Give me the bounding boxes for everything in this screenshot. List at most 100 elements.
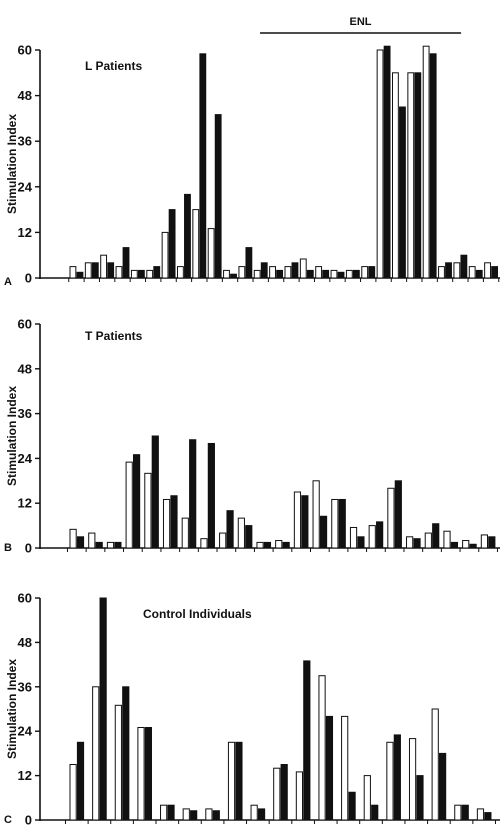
bar-open (250, 804, 258, 821)
bar-open (69, 528, 77, 549)
bar-filled (306, 269, 314, 279)
bar-open (137, 727, 145, 821)
bar-filled (122, 247, 130, 279)
bar-open (293, 491, 302, 549)
bar-open (161, 231, 169, 279)
bar-open (318, 675, 326, 821)
bar-filled (76, 741, 85, 821)
y-tick-label: 36 (18, 406, 32, 421)
bar-filled (322, 269, 330, 279)
bar-open (253, 269, 261, 279)
bar-filled (144, 727, 152, 821)
bar-open (238, 266, 246, 279)
y-tick-label: 48 (18, 361, 32, 376)
bar-open (368, 525, 376, 549)
y-tick-label: 12 (18, 225, 32, 240)
bar-filled (212, 810, 220, 821)
bar-open (192, 209, 200, 279)
panel-c: 0 12 24 36 48 60 Stimulation Index C Control Ind… (4, 591, 500, 826)
panel-letter: C (4, 814, 12, 826)
bar-filled (76, 536, 85, 549)
bar-open (315, 266, 323, 279)
bar-filled (214, 114, 222, 279)
bar-filled (230, 273, 237, 279)
bar-filled (416, 775, 424, 821)
bar-open (331, 498, 339, 549)
bar-open (431, 708, 439, 821)
bar-open (227, 741, 236, 821)
bar-filled (107, 262, 115, 279)
y-tick-label: 0 (25, 541, 32, 556)
bar-filled (199, 53, 207, 279)
y-tick-label: 0 (25, 813, 32, 826)
bar-open (312, 480, 320, 549)
y-tick-label: 24 (18, 179, 33, 194)
bar-open (376, 49, 384, 279)
bar-filled (91, 262, 99, 279)
bar-filled (76, 271, 84, 279)
bar-open (237, 517, 245, 549)
bar-filled (189, 439, 197, 549)
bar-filled (280, 764, 288, 821)
panel-b: 0 12 24 36 48 60 Stimulation Index B T Patients (4, 317, 500, 556)
bar-open (84, 262, 92, 279)
bar-open (207, 228, 215, 279)
bar-open (144, 472, 152, 549)
bar-filled (376, 521, 384, 549)
bar-open (69, 266, 77, 279)
bar-open (115, 266, 123, 279)
y-tick-label: 24 (18, 451, 33, 466)
bar-filled (170, 495, 178, 549)
bar-open (100, 254, 108, 279)
bar-filled (475, 269, 483, 279)
bar-filled (469, 543, 477, 549)
bar-filled (429, 53, 437, 279)
bar-open (462, 540, 470, 549)
bar-filled (371, 804, 379, 821)
bar-open (130, 269, 138, 279)
bar-open (295, 771, 304, 821)
bar-open (476, 808, 485, 821)
bar-filled (245, 247, 253, 279)
bar-filled (137, 269, 145, 279)
bar-filled (257, 808, 266, 821)
bar-open (219, 532, 227, 549)
bar-filled (491, 266, 499, 279)
bar-filled (352, 269, 360, 279)
panel-title: L Patients (85, 59, 142, 73)
bar-filled (282, 541, 290, 549)
bar-filled (394, 480, 402, 549)
y-axis-title: Stimulation Index (5, 114, 19, 214)
bar-filled (95, 541, 103, 549)
bar-filled (325, 715, 334, 821)
bar-open (387, 487, 395, 549)
y-axis-title: Stimulation Index (5, 659, 19, 759)
panel-title: Control Individuals (143, 607, 252, 621)
bar-open (443, 530, 451, 549)
bar-filled (368, 266, 376, 279)
bar-filled (303, 660, 311, 821)
y-tick-label: 48 (18, 88, 32, 103)
bar-filled (399, 106, 406, 279)
y-tick-label: 0 (25, 271, 32, 286)
bar-filled (132, 454, 141, 549)
bar-open (284, 266, 292, 279)
y-tick-label: 48 (18, 635, 32, 650)
bar-open (454, 804, 462, 821)
bar-open (181, 517, 189, 549)
y-tick-label: 36 (18, 134, 32, 149)
bar-filled (99, 597, 107, 821)
panel-a: 0 12 24 36 48 60 Stimulation Index A L Patients E… (4, 16, 500, 288)
bar-filled (168, 209, 176, 279)
bar-filled (484, 812, 492, 821)
bar-filled (276, 269, 284, 279)
y-tick-label: 60 (18, 43, 32, 58)
bar-filled (167, 804, 175, 821)
bar-filled (461, 804, 469, 821)
bar-open (69, 764, 77, 821)
bar-open (92, 686, 100, 821)
bar-open (407, 72, 415, 279)
bar-filled (439, 752, 447, 821)
bar-open (392, 72, 399, 279)
y-tick-label: 12 (18, 768, 32, 783)
